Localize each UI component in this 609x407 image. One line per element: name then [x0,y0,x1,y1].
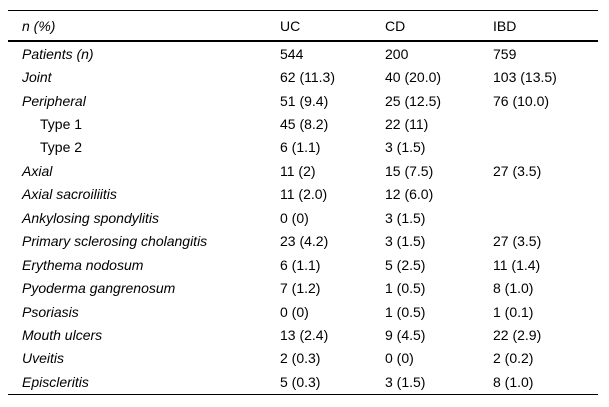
table-row-episcleritis: Episcleritis 5 (0.3) 3 (1.5) 8 (1.0) [8,370,598,395]
table-row-joint: Joint 62 (11.3) 40 (20.0) 103 (13.5) [8,65,598,88]
cell-cd: 1 (0.5) [385,303,426,320]
cell-ibd: 11 (1.4) [493,256,541,273]
cell-cd: 25 (12.5) [385,92,442,109]
table-header: n (%) UC CD IBD [8,10,598,41]
row-label: Episcleritis [22,373,89,390]
table-row-type-1: Type 1 45 (8.2) 22 (11) [8,112,598,135]
cell-uc: 62 (11.3) [280,69,335,86]
cell-uc: 11 (2.0) [280,186,328,203]
cell-ibd [493,136,598,159]
cell-cd: 15 (7.5) [385,162,434,179]
cell-cd: 3 (1.5) [385,209,426,226]
row-label: Ankylosing spondylitis [22,209,159,226]
row-label: Axial sacroiliitis [22,186,117,203]
manifestations-table-container: n (%) UC CD IBD Patients (n) 544 200 759… [8,10,598,395]
table-row-ankylosing-spondylitis: Ankylosing spondylitis 0 (0) 3 (1.5) [8,206,598,229]
cell-uc: 6 (1.1) [280,256,321,273]
table-body: Patients (n) 544 200 759 Joint 62 (11.3)… [8,41,598,395]
cell-ibd: 103 (13.5) [493,69,557,86]
row-label: Erythema nodosum [22,256,144,273]
table-row-type-2: Type 2 6 (1.1) 3 (1.5) [8,136,598,159]
cell-ibd: 27 (3.5) [493,233,542,250]
row-label: Peripheral [22,92,86,109]
cell-ibd [493,183,598,206]
row-label: Axial [22,162,53,179]
cell-cd: 9 (4.5) [385,326,426,343]
cell-cd: 5 (2.5) [385,256,426,273]
table-row-axial: Axial 11 (2) 15 (7.5) 27 (3.5) [8,159,598,182]
cell-ibd [493,206,598,229]
cell-ibd: 8 (1.0) [493,373,534,390]
cell-cd: 1 (0.5) [385,280,426,297]
table-row-primary-sclerosing-cholangitis: Primary sclerosing cholangitis 23 (4.2) … [8,230,598,253]
manifestations-table: n (%) UC CD IBD Patients (n) 544 200 759… [8,10,598,395]
table-row-erythema-nodosum: Erythema nodosum 6 (1.1) 5 (2.5) 11 (1.4… [8,253,598,276]
cell-uc: 6 (1.1) [280,139,321,156]
cell-cd: 3 (1.5) [385,139,426,156]
cell-uc: 51 (9.4) [280,92,329,109]
cell-uc: 2 (0.3) [280,350,321,367]
row-label: Type 2 [40,139,83,156]
cell-ibd: 8 (1.0) [493,280,534,297]
cell-uc: 544 [280,45,304,62]
table-row-uveitis: Uveitis 2 (0.3) 0 (0) 2 (0.2) [8,347,598,370]
column-header-uc: UC [280,17,301,34]
cell-uc: 13 (2.4) [280,326,329,343]
cell-ibd: 2 (0.2) [493,350,534,367]
cell-ibd [493,112,598,135]
row-label: Primary sclerosing cholangitis [22,233,208,250]
cell-uc: 45 (8.2) [280,116,329,133]
cell-cd: 3 (1.5) [385,233,426,250]
column-header-cd: CD [385,17,406,34]
cell-ibd: 1 (0.1) [493,303,534,320]
header-row: n (%) UC CD IBD [8,10,598,41]
row-label: Type 1 [40,116,83,133]
table-row-pyoderma-gangrenosum: Pyoderma gangrenosum 7 (1.2) 1 (0.5) 8 (… [8,276,598,299]
row-label: Joint [22,69,52,86]
cell-cd: 40 (20.0) [385,69,442,86]
cell-cd: 200 [385,45,409,62]
cell-cd: 3 (1.5) [385,373,426,390]
cell-uc: 5 (0.3) [280,373,321,390]
cell-uc: 0 (0) [280,209,309,226]
cell-uc: 23 (4.2) [280,233,329,250]
cell-ibd: 759 [493,45,517,62]
cell-ibd: 22 (2.9) [493,326,542,343]
cell-cd: 0 (0) [385,350,414,367]
table-row-mouth-ulcers: Mouth ulcers 13 (2.4) 9 (4.5) 22 (2.9) [8,323,598,346]
cell-cd: 22 (11) [385,116,429,133]
cell-ibd: 76 (10.0) [493,92,550,109]
table-row-axial-sacroiliitis: Axial sacroiliitis 11 (2.0) 12 (6.0) [8,183,598,206]
row-label: Pyoderma gangrenosum [22,280,176,297]
row-label: Mouth ulcers [22,326,103,343]
row-label: Uveitis [22,350,65,367]
column-header-ibd: IBD [493,17,517,34]
row-label: Patients (n) [22,45,94,62]
column-header-n-pct: n (%) [22,17,56,34]
cell-cd: 12 (6.0) [385,186,434,203]
table-row-psoriasis: Psoriasis 0 (0) 1 (0.5) 1 (0.1) [8,300,598,323]
cell-ibd: 27 (3.5) [493,162,542,179]
cell-uc: 0 (0) [280,303,309,320]
cell-uc: 7 (1.2) [280,280,321,297]
cell-uc: 11 (2) [280,162,316,179]
row-label: Psoriasis [22,303,79,320]
table-row-patients: Patients (n) 544 200 759 [8,41,598,65]
table-row-peripheral: Peripheral 51 (9.4) 25 (12.5) 76 (10.0) [8,89,598,112]
